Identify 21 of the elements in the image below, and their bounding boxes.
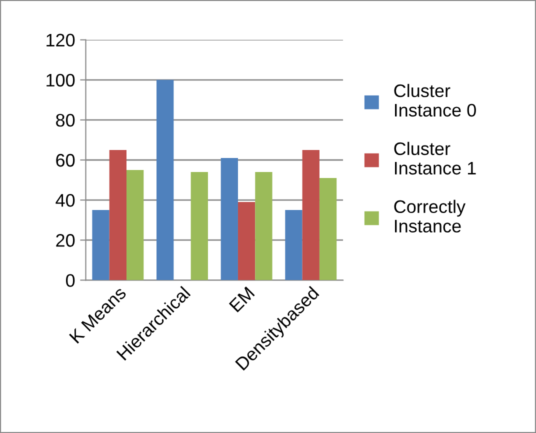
bar [92, 210, 110, 280]
bar [156, 80, 174, 280]
bar [302, 150, 320, 280]
bar [238, 202, 256, 280]
bar [319, 178, 337, 280]
y-tick-label: 60 [56, 154, 75, 167]
bar [109, 150, 126, 280]
y-tick-label: 0 [66, 274, 75, 287]
bar [190, 172, 208, 280]
bar [255, 172, 272, 280]
bar [126, 170, 144, 280]
legend-label: Cluster Instance 0 [394, 84, 476, 117]
y-tick-label: 80 [56, 114, 75, 127]
y-tick-label: 120 [46, 34, 75, 47]
legend-label: Correctly Instance [394, 200, 466, 233]
y-tick-label: 20 [56, 234, 75, 247]
y-tick-label: 100 [46, 74, 75, 87]
bar [220, 158, 238, 280]
y-tick-label: 40 [56, 194, 75, 207]
legend-label: Cluster Instance 1 [394, 142, 476, 175]
bar [285, 210, 302, 280]
